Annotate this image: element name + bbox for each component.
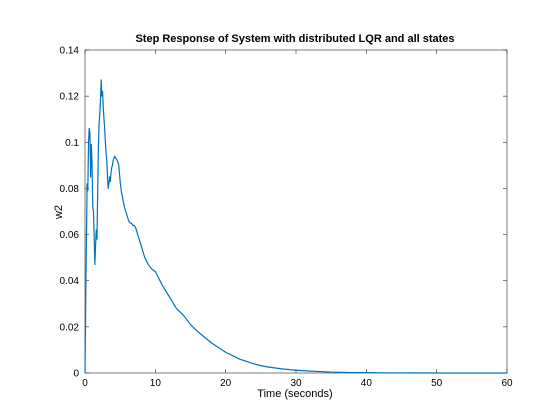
axes-box [84,49,508,374]
y-axis-label: w2 [53,205,65,220]
series-line-1 [84,79,507,374]
y-tick-label: 0.1 [65,138,79,149]
x-tick-label: 40 [361,378,373,389]
y-tick-label: 0.06 [60,230,80,241]
chart-title: Step Response of System with distributed… [135,33,454,45]
x-axis-label: Time (seconds) [257,388,332,400]
y-tick-label: 0.04 [60,276,80,287]
x-tick-label: 20 [220,378,232,389]
y-tick-label: 0 [73,369,79,380]
x-tick-label: 30 [290,378,302,389]
y-axis-ticks: 0 0.02 0.04 0.06 0.08 0.1 0.12 0.14 [60,46,507,380]
y-tick-label: 0.12 [60,92,80,103]
y-tick-label: 0.14 [60,46,80,57]
x-tick-label: 50 [431,378,443,389]
plot-area: 0 10 20 30 40 50 60 0 0.02 0.04 0.06 0.08 0.1 0.12 0.… [60,46,513,390]
series-layer [84,79,507,374]
x-tick-label: 60 [501,378,513,389]
x-tick-label: 10 [150,378,162,389]
x-tick-label: 0 [82,378,88,389]
y-tick-label: 0.02 [60,322,80,333]
y-tick-label: 0.08 [60,184,80,195]
